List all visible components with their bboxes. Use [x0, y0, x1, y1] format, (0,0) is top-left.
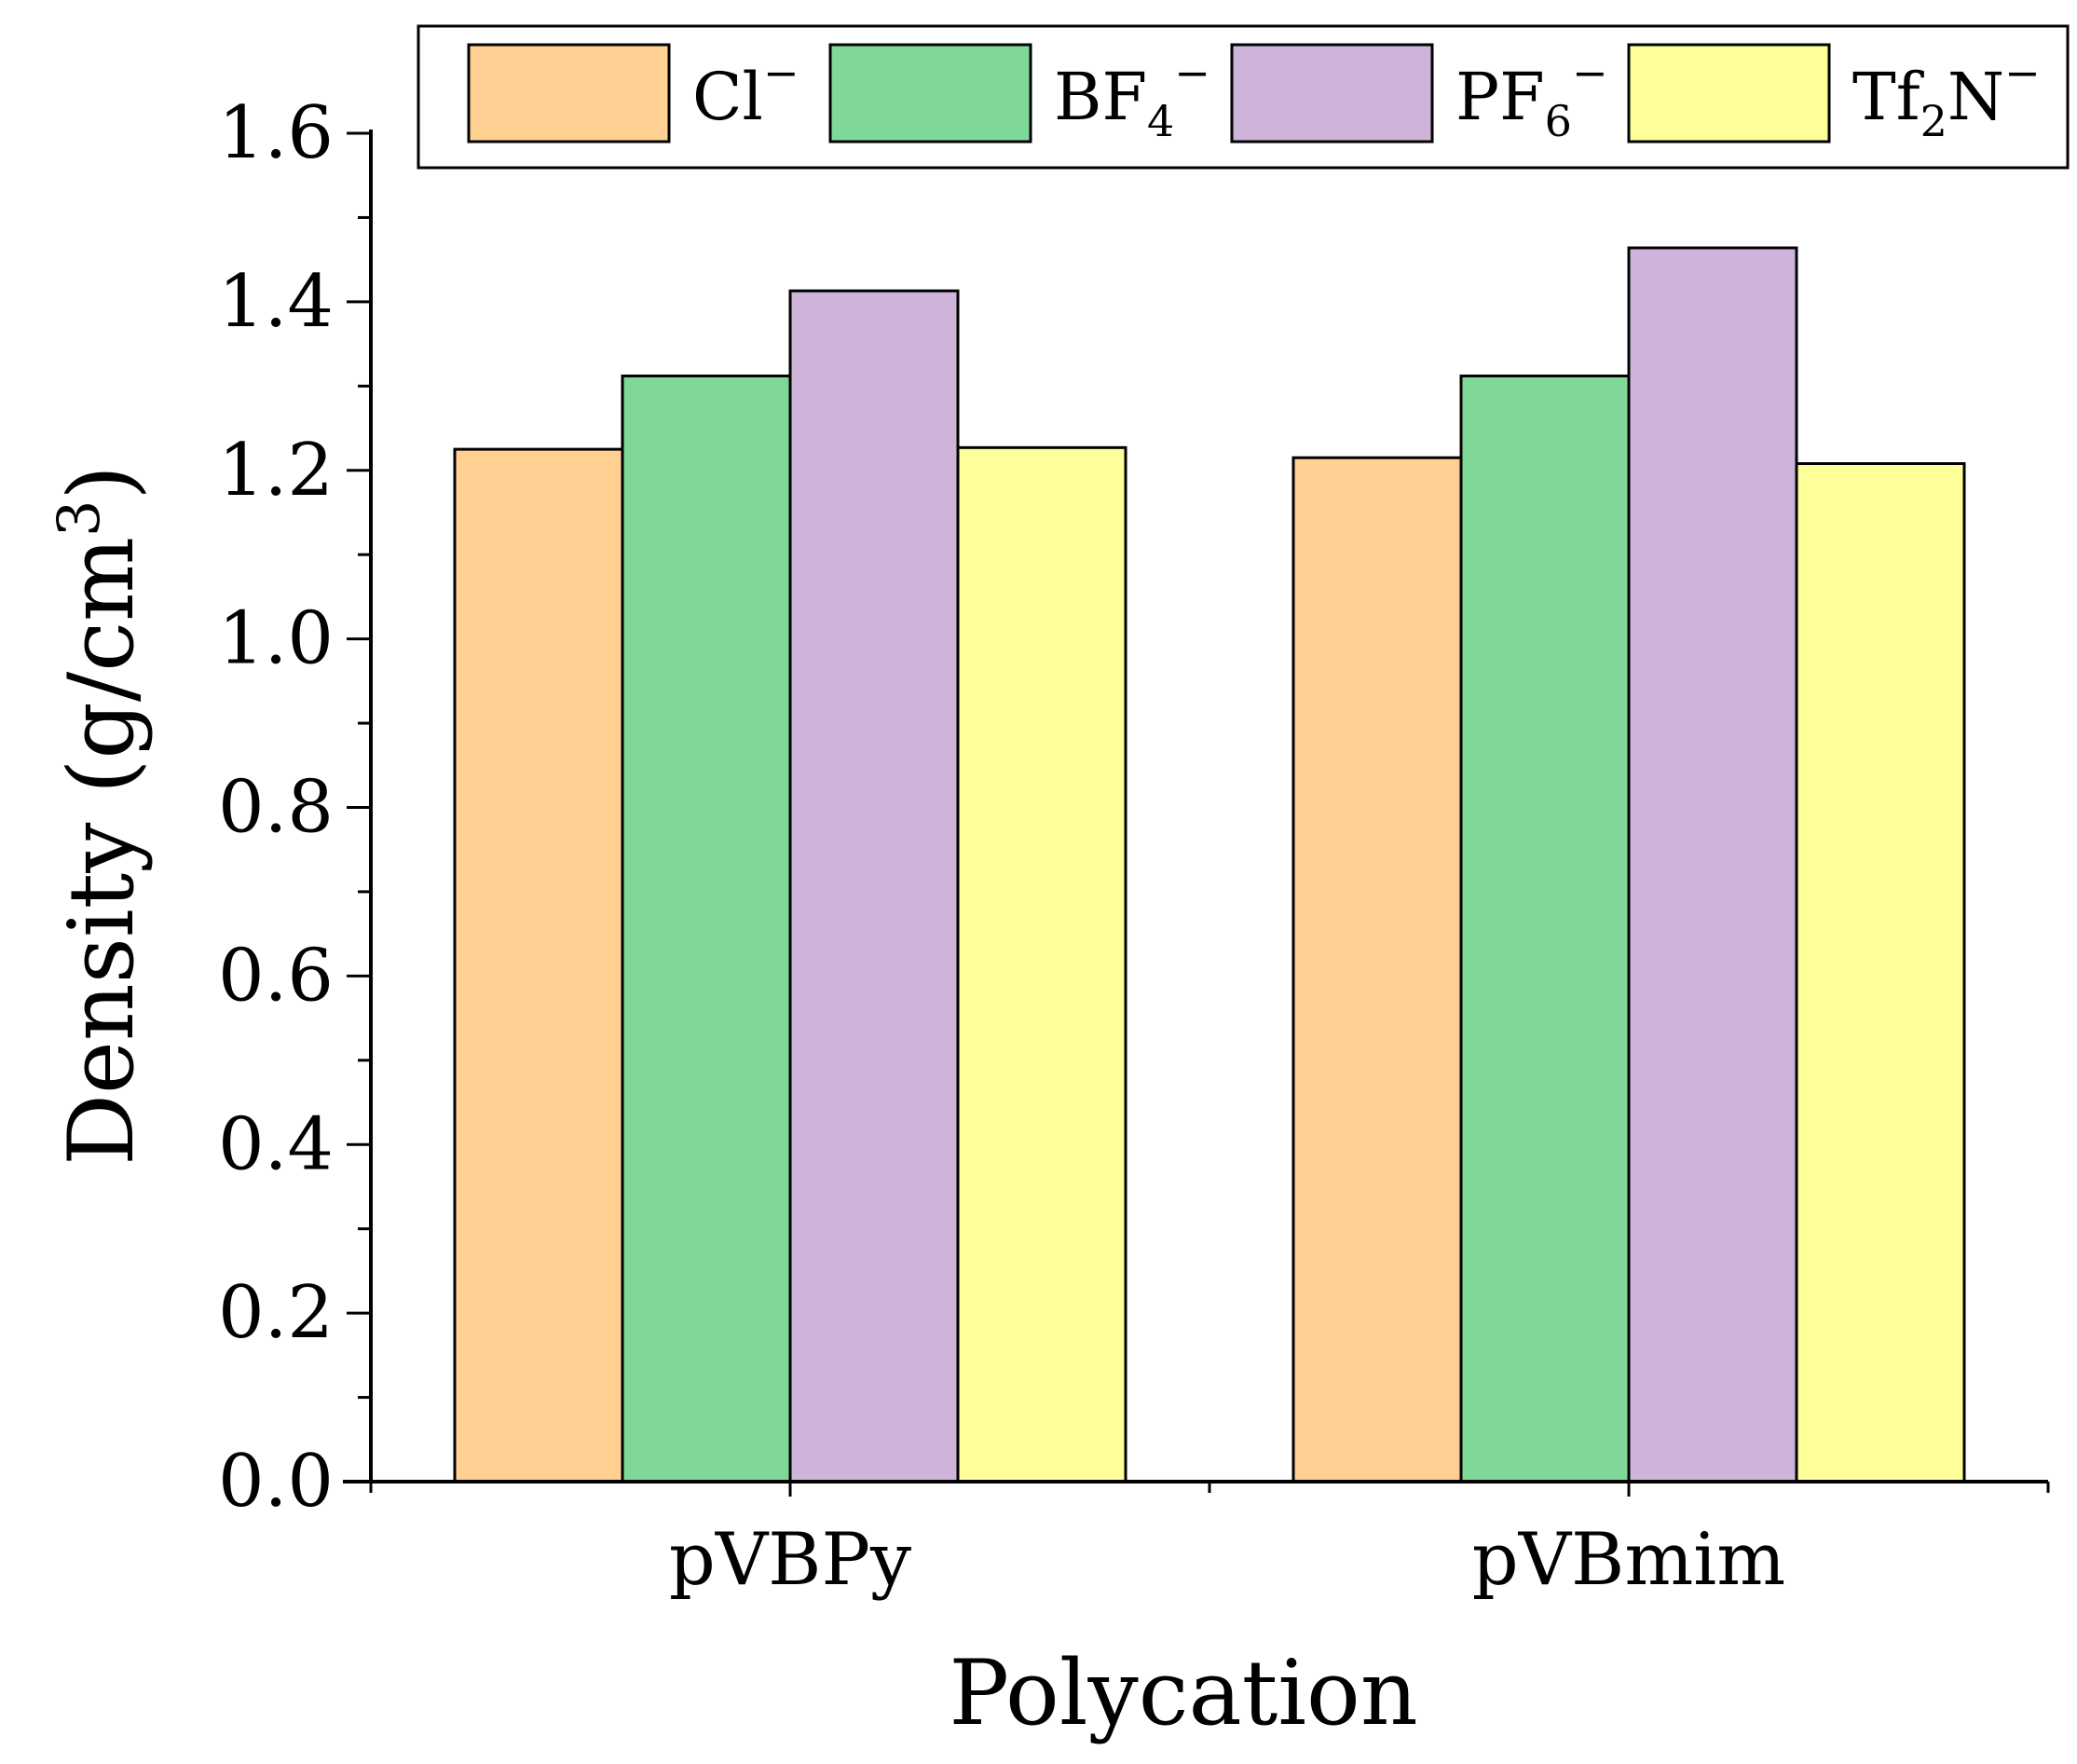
bar-pVBPy-2 [621, 374, 792, 1484]
y-ticks-group: 0.0 0.2 0.4 0.6 0.8 1.0 1.2 1.4 1.6 [218, 91, 371, 1524]
legend-label-3: PF6− [1455, 48, 1608, 146]
bar-pVBPy-1 [453, 447, 624, 1484]
y-tick-label: 1.0 [218, 597, 334, 681]
legend-label-1: Cl− [692, 48, 799, 135]
y-axis-title-sup: 3 [45, 500, 113, 537]
legend: Cl− BF4− PF6− Tf2N− [417, 24, 2070, 170]
bar-pVBmim-2 [1459, 374, 1631, 1484]
legend-label-4: Tf2N− [1852, 48, 2041, 146]
y-axis-title-main: Density (g/cm [49, 537, 154, 1166]
bar-pVBmim-4 [1795, 462, 1966, 1484]
x-axis-title: Polycation [949, 1641, 1417, 1745]
legend-swatch-4 [1627, 43, 1831, 144]
x-tick-label: pVBPy [669, 1518, 911, 1602]
legend-swatch-2 [828, 43, 1032, 144]
y-tick-label: 0.6 [218, 934, 334, 1018]
axes-group [343, 130, 2048, 1484]
x-tick-label: pVBmim [1472, 1518, 1785, 1602]
bars-group [453, 246, 1966, 1484]
y-tick-label: 0.8 [218, 766, 334, 850]
x-ticks-group: pVBPy pVBmim [369, 1482, 2050, 1602]
y-tick-label: 1.2 [218, 429, 334, 513]
y-axis-title-close: ) [49, 465, 154, 499]
bar-pVBPy-3 [788, 289, 960, 1484]
y-tick-label: 0.2 [218, 1271, 334, 1355]
y-axis-title: Density (g/cm3) [45, 465, 154, 1166]
legend-swatch-1 [467, 43, 671, 144]
bar-pVBPy-4 [956, 445, 1127, 1484]
legend-swatch-3 [1230, 43, 1434, 144]
y-tick-label: 0.4 [218, 1102, 334, 1186]
bar-pVBmim-3 [1627, 246, 1798, 1484]
y-tick-label: 0.0 [218, 1440, 334, 1524]
bar-pVBmim-1 [1291, 456, 1463, 1484]
y-tick-label: 1.4 [218, 260, 334, 344]
legend-label-2: BF4− [1054, 48, 1210, 146]
y-tick-label: 1.6 [218, 91, 334, 175]
